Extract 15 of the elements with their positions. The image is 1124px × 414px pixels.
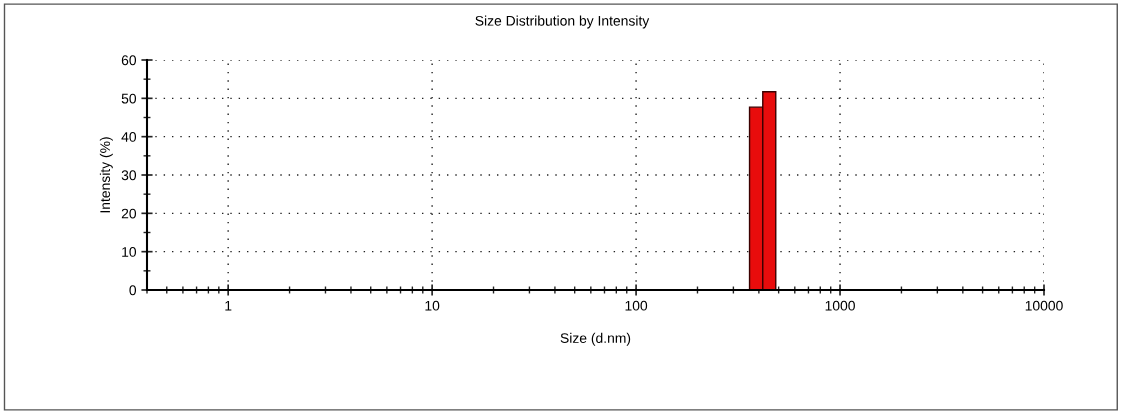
y-tick-label: 50 xyxy=(121,93,137,104)
y-axis-title: Intensity (%) xyxy=(99,137,113,213)
y-tick-label: 60 xyxy=(121,55,137,66)
x-tick-label: 1 xyxy=(225,300,232,311)
x-tick-label: 1000 xyxy=(825,300,855,311)
x-axis-title: Size (d.nm) xyxy=(560,332,631,346)
y-tick-label: 10 xyxy=(122,247,137,257)
chart-title: Size Distribution by Intensity xyxy=(475,15,650,29)
y-tick-label: 0 xyxy=(129,285,137,296)
y-tick-label: 20 xyxy=(121,208,137,219)
x-tick-label: 100 xyxy=(625,300,648,311)
y-tick-label: 30 xyxy=(121,170,137,181)
x-tick-label: 10 xyxy=(425,300,440,311)
y-tick-label: 40 xyxy=(121,132,137,142)
x-tick-label: 10000 xyxy=(1025,300,1063,311)
